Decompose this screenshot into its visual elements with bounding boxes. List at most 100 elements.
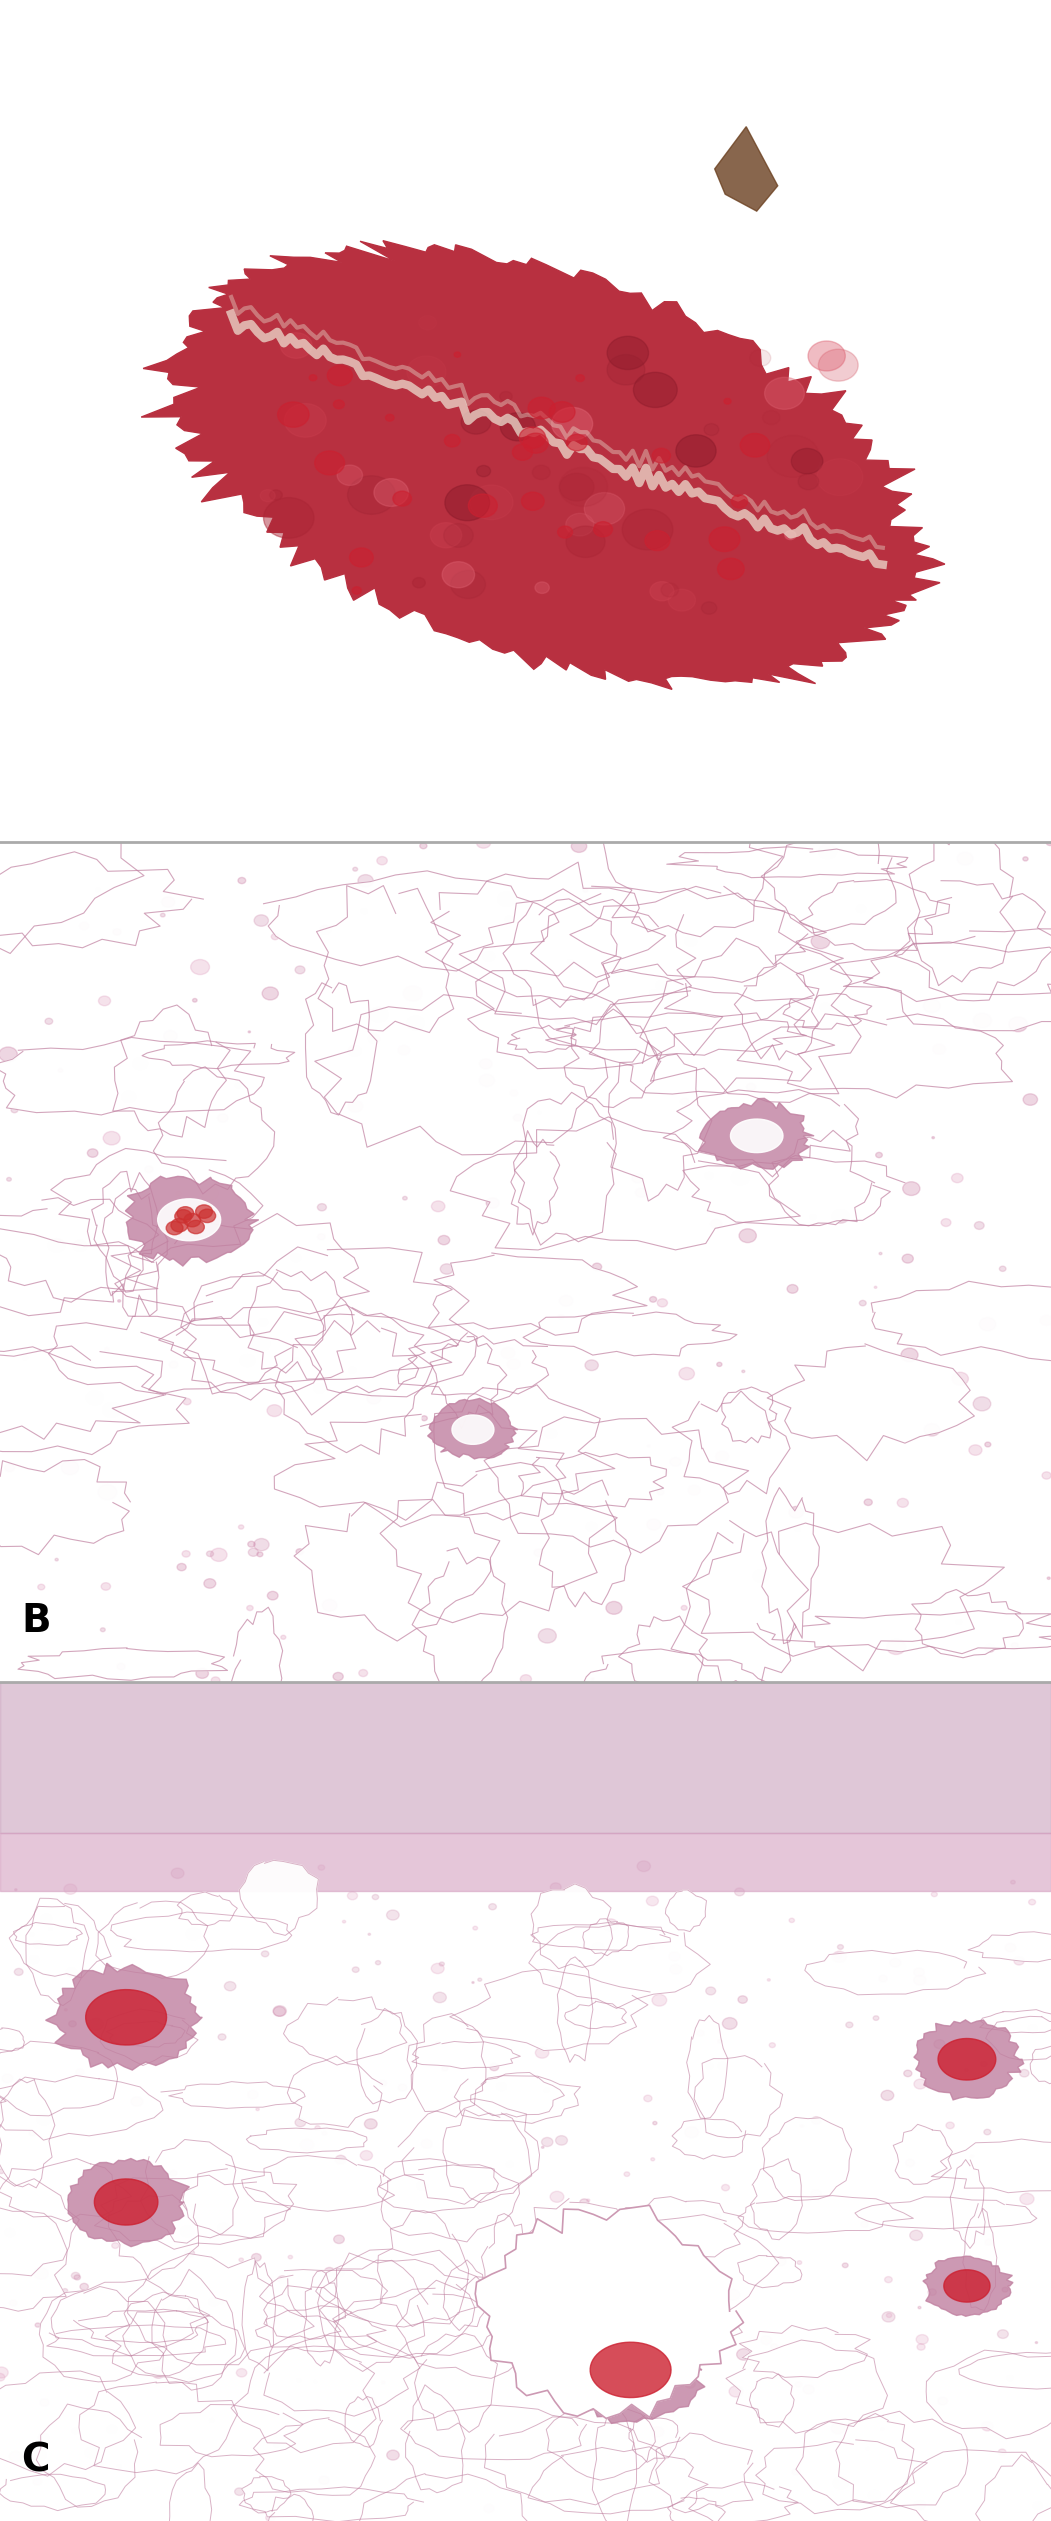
Polygon shape (14, 1924, 82, 1946)
Polygon shape (715, 126, 778, 212)
Circle shape (785, 532, 796, 539)
Polygon shape (315, 2249, 486, 2327)
Circle shape (271, 933, 279, 940)
Circle shape (1011, 1644, 1018, 1649)
Polygon shape (9, 1903, 111, 1979)
Polygon shape (688, 2481, 798, 2521)
Circle shape (645, 529, 669, 550)
Circle shape (735, 1888, 744, 1896)
Circle shape (740, 434, 769, 456)
Polygon shape (316, 885, 454, 1034)
Polygon shape (357, 2473, 534, 2521)
Circle shape (34, 1941, 42, 1949)
Polygon shape (253, 2418, 375, 2496)
Circle shape (417, 2181, 428, 2191)
Circle shape (1007, 2375, 1013, 2380)
Circle shape (125, 2191, 128, 2196)
Polygon shape (485, 2418, 665, 2506)
Circle shape (379, 2080, 387, 2087)
Circle shape (68, 2022, 77, 2027)
Circle shape (821, 1003, 830, 1011)
Circle shape (749, 350, 770, 366)
Circle shape (722, 2186, 729, 2191)
Circle shape (209, 2299, 219, 2307)
Polygon shape (0, 2370, 136, 2476)
Circle shape (906, 2160, 914, 2166)
Circle shape (45, 1018, 53, 1024)
Circle shape (73, 2428, 79, 2433)
Circle shape (570, 2345, 580, 2352)
Polygon shape (619, 1616, 707, 1694)
Polygon shape (750, 2158, 802, 2239)
Polygon shape (127, 2254, 314, 2365)
Polygon shape (944, 2269, 990, 2302)
Circle shape (918, 2345, 925, 2350)
Polygon shape (242, 2155, 394, 2211)
Polygon shape (481, 2213, 528, 2314)
Circle shape (887, 1639, 905, 1654)
Circle shape (903, 1182, 920, 1195)
Circle shape (445, 434, 460, 446)
Circle shape (882, 2312, 895, 2322)
Circle shape (834, 1954, 842, 1959)
Circle shape (1000, 1266, 1006, 1271)
Circle shape (656, 981, 667, 991)
Polygon shape (515, 1092, 616, 1245)
Circle shape (181, 2226, 194, 2236)
Circle shape (454, 353, 460, 358)
Polygon shape (968, 1931, 1051, 1961)
Polygon shape (666, 847, 908, 877)
Circle shape (792, 2468, 800, 2476)
Polygon shape (141, 2140, 239, 2244)
Polygon shape (0, 1039, 264, 1114)
Circle shape (861, 2221, 868, 2226)
Polygon shape (91, 1172, 159, 1293)
Circle shape (810, 1215, 816, 1220)
Circle shape (1029, 1898, 1035, 1906)
Circle shape (501, 1349, 515, 1359)
Polygon shape (738, 2196, 913, 2234)
Circle shape (956, 1621, 962, 1624)
Polygon shape (796, 2413, 914, 2506)
Circle shape (507, 2160, 513, 2166)
Polygon shape (726, 2339, 887, 2433)
Circle shape (580, 2198, 589, 2206)
Polygon shape (0, 852, 203, 948)
Circle shape (819, 350, 859, 381)
Circle shape (30, 1934, 34, 1936)
Circle shape (117, 1664, 125, 1669)
Polygon shape (909, 822, 1015, 986)
Circle shape (811, 2118, 821, 2125)
Circle shape (130, 1939, 136, 1941)
Polygon shape (0, 2158, 131, 2221)
Circle shape (111, 2244, 119, 2249)
Circle shape (0, 2168, 4, 2173)
Circle shape (317, 1233, 325, 1240)
Circle shape (431, 1200, 445, 1213)
Circle shape (634, 2387, 642, 2395)
Circle shape (607, 335, 648, 371)
Circle shape (500, 413, 535, 441)
Circle shape (270, 489, 283, 499)
Circle shape (671, 1457, 681, 1467)
Circle shape (916, 2334, 928, 2345)
Circle shape (789, 1508, 803, 1518)
Circle shape (290, 1359, 301, 1366)
Circle shape (171, 1218, 188, 1233)
Polygon shape (105, 2312, 245, 2382)
Circle shape (657, 1298, 667, 1306)
Polygon shape (683, 1155, 905, 1225)
Circle shape (387, 2450, 399, 2460)
Polygon shape (39, 2287, 167, 2382)
Circle shape (584, 492, 624, 524)
Circle shape (348, 1891, 357, 1901)
Circle shape (262, 986, 279, 1001)
Polygon shape (108, 2196, 199, 2279)
Circle shape (6, 1177, 12, 1182)
Polygon shape (628, 2415, 680, 2463)
Circle shape (541, 1240, 545, 1243)
Circle shape (387, 1911, 399, 1921)
Circle shape (717, 1361, 722, 1366)
Circle shape (1019, 2070, 1029, 2077)
Polygon shape (894, 880, 1051, 1001)
